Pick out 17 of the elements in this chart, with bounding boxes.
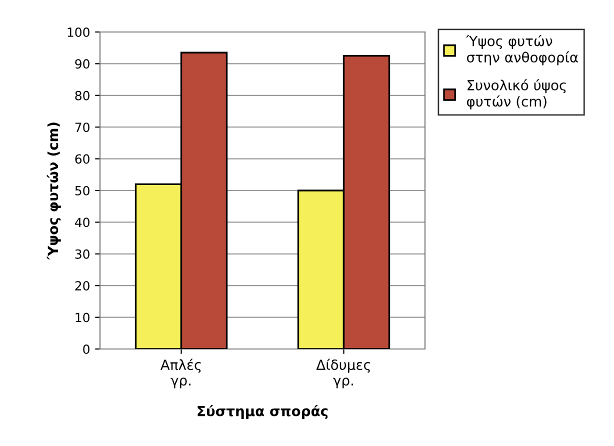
y-tick-label: 100 <box>68 27 90 37</box>
y-tick-label: 40 <box>74 218 90 228</box>
x-axis-title: Σύστημα σποράς <box>198 404 328 419</box>
y-tick-label: 90 <box>75 59 90 69</box>
y-tick-label: 20 <box>75 281 90 291</box>
y-tick-label: 0 <box>83 344 90 354</box>
y-tick-label: 80 <box>75 90 90 100</box>
y-tick-label: 30 <box>75 249 90 259</box>
y-tick-label: 70 <box>75 122 90 132</box>
x-tick-label: Δίδυμες γρ. <box>316 358 370 388</box>
y-tick-label: 10 <box>76 312 90 322</box>
legend-label: Ύψος φυτών στην ανθοφορία <box>466 34 578 66</box>
y-tick-label: 60 <box>75 154 90 164</box>
y-tick-label: 50 <box>75 186 90 196</box>
y-axis-title: Ύψος φυτών (cm) <box>46 122 61 260</box>
x-tick-label: Απλές γρ. <box>160 358 201 388</box>
legend-label: Συνολικό ύψος φυτών (cm) <box>466 79 566 110</box>
